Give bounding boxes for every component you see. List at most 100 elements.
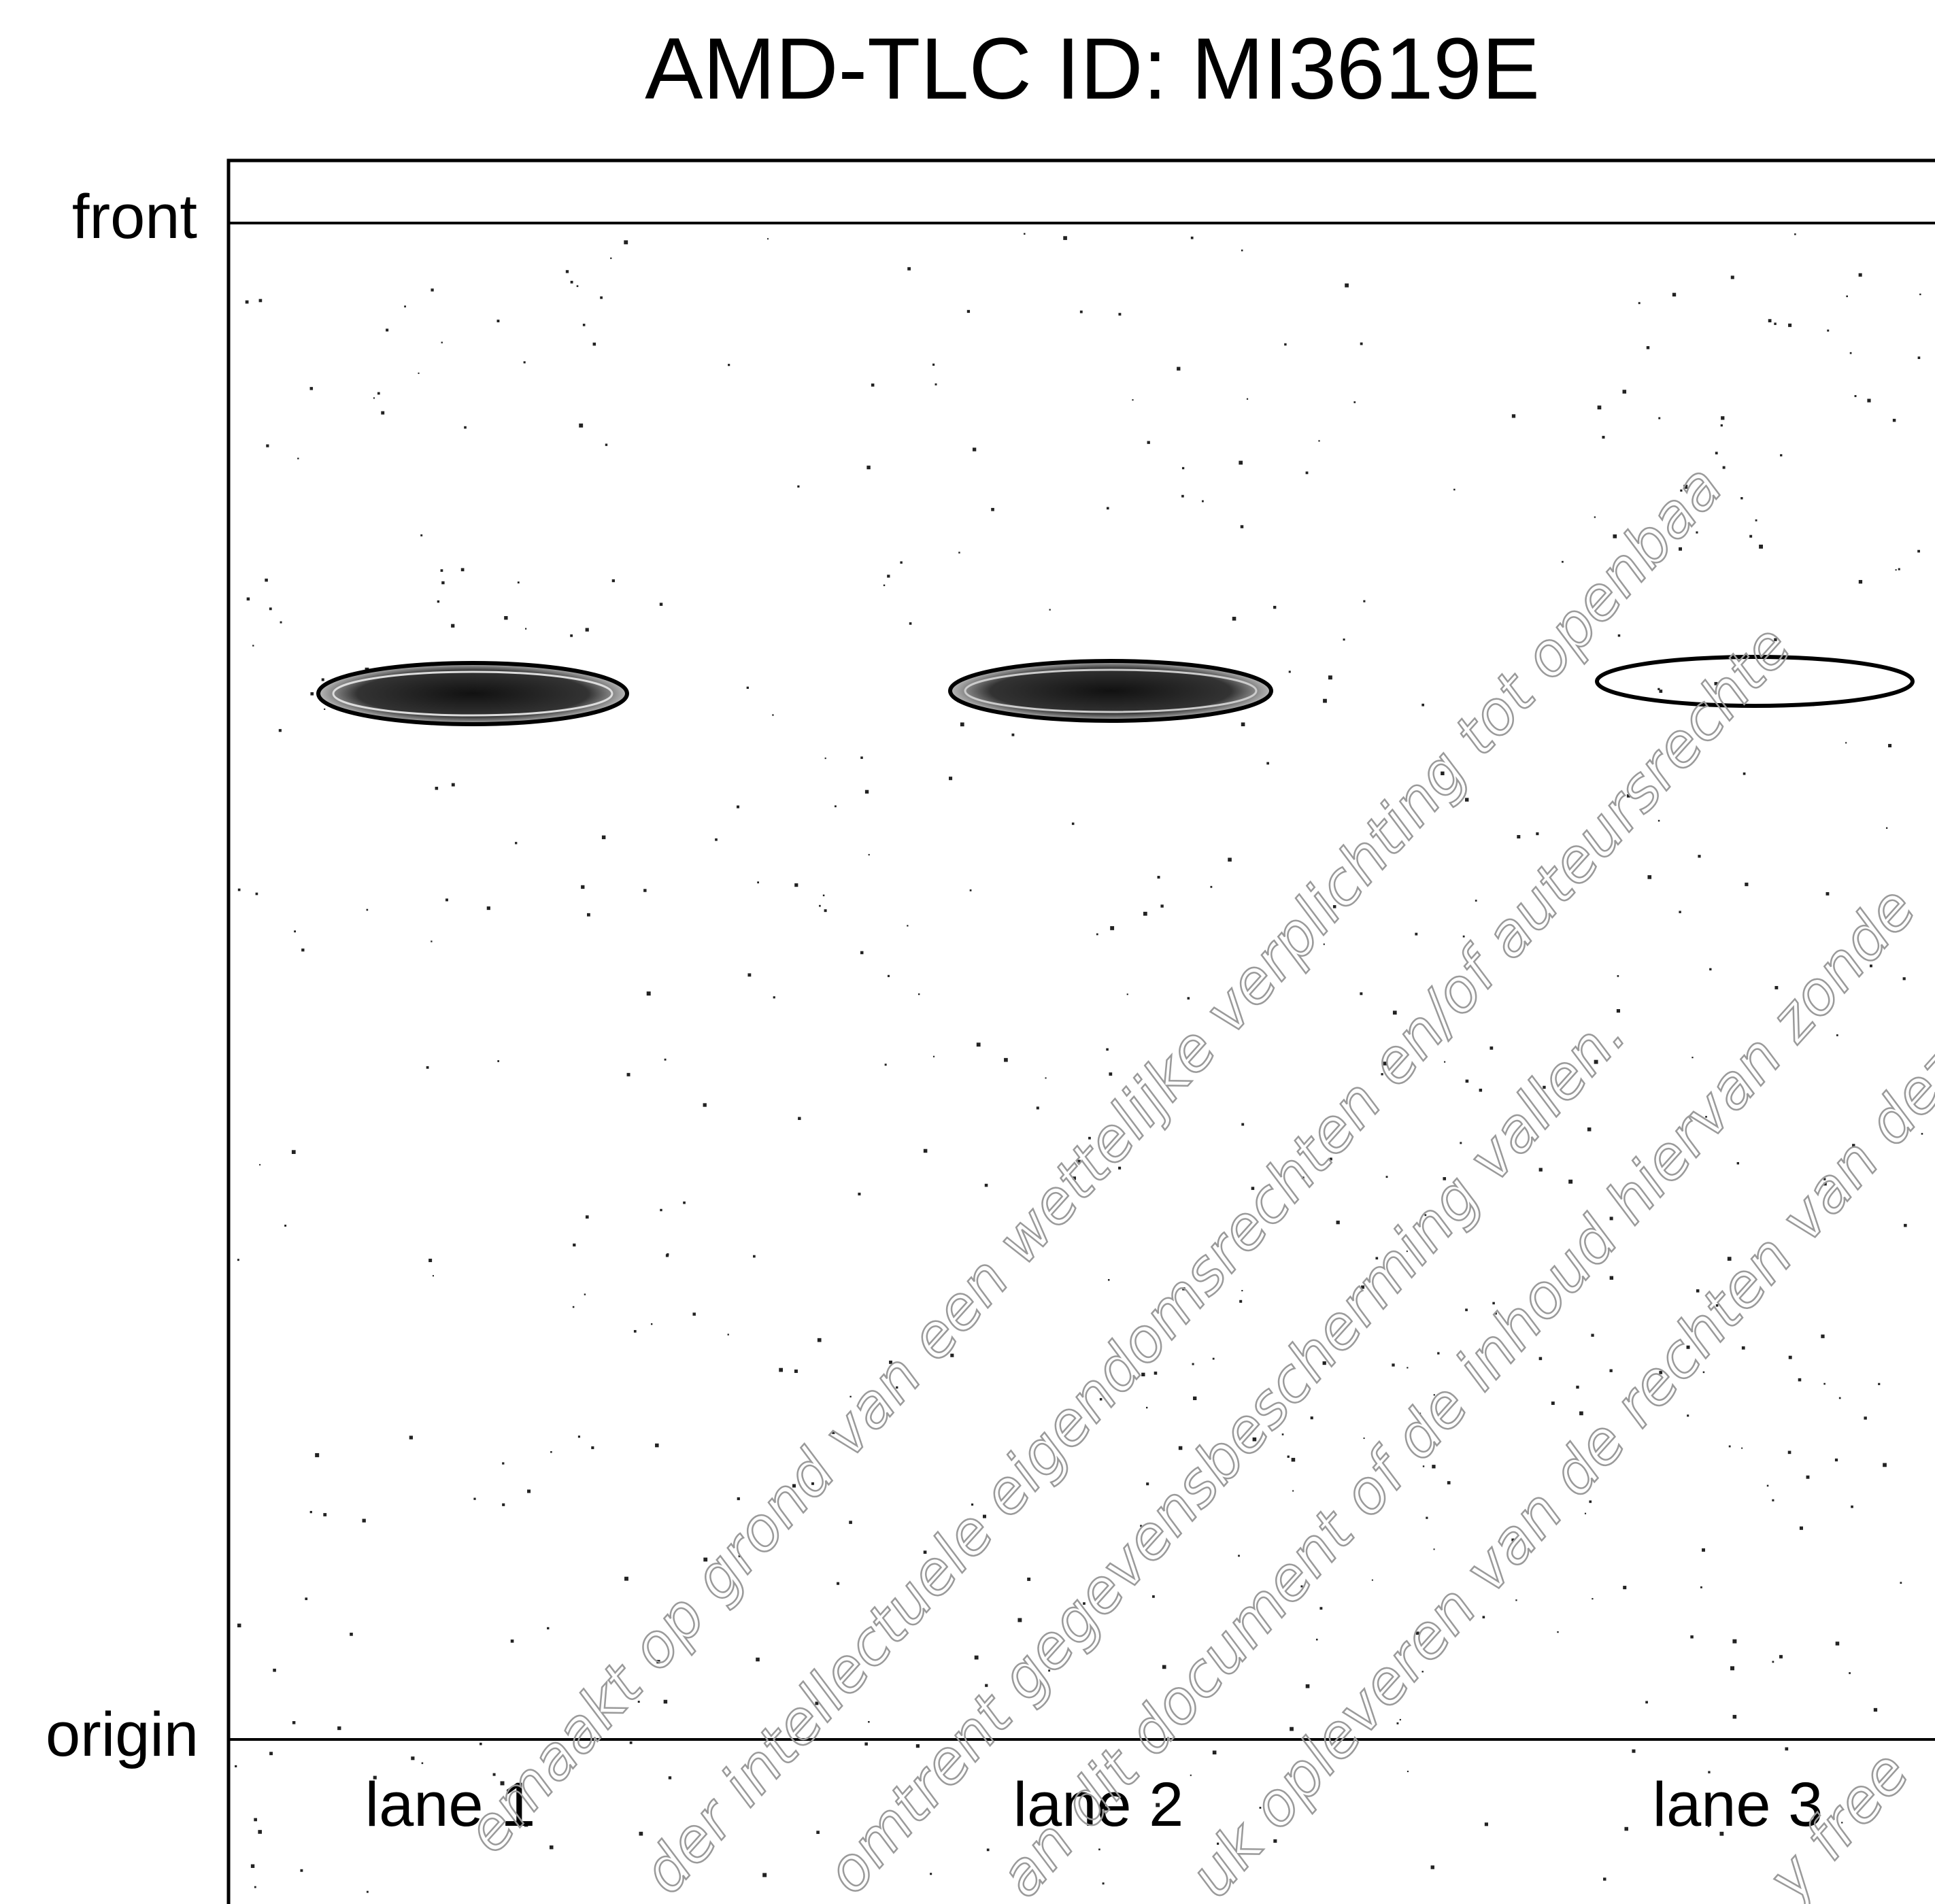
speckle (247, 598, 250, 600)
speckle (1431, 1865, 1434, 1869)
speckle (1658, 418, 1660, 420)
speckle (1788, 324, 1791, 327)
speckle (269, 1752, 273, 1755)
speckle (624, 1577, 628, 1581)
speckle (634, 1330, 637, 1333)
speckle (907, 925, 908, 926)
speckle (1730, 1666, 1734, 1670)
speckle (431, 940, 432, 942)
speckle (1867, 398, 1870, 402)
speckle (1239, 461, 1243, 465)
speckle (1479, 1089, 1482, 1091)
speckle (1798, 1378, 1802, 1382)
speckle (1594, 516, 1596, 517)
speckle (1306, 1684, 1310, 1688)
speckle (445, 898, 448, 901)
speckle (550, 1451, 552, 1453)
speckle (1228, 857, 1232, 862)
speckle (1444, 1061, 1445, 1063)
speckle (1886, 828, 1887, 829)
speckle (1210, 886, 1212, 888)
speckle (1539, 1357, 1543, 1361)
speckle (1836, 1642, 1840, 1646)
speckle (987, 1848, 990, 1851)
speckle (315, 1453, 319, 1457)
speckle (1721, 416, 1724, 420)
speckle (1103, 1882, 1105, 1884)
speckle (772, 714, 773, 715)
speckle (816, 1831, 820, 1834)
speckle (266, 444, 269, 447)
speckle (1539, 1168, 1543, 1172)
speckle (1562, 561, 1564, 563)
speckle (363, 1519, 366, 1523)
speckle (991, 508, 994, 511)
speckle (1004, 1058, 1008, 1062)
speckle (885, 1064, 887, 1066)
speckle (426, 1066, 429, 1069)
speckle (1072, 823, 1075, 826)
speckle (1241, 250, 1243, 252)
speckle (900, 561, 902, 563)
speckle (323, 1513, 326, 1516)
speckle (1146, 1407, 1147, 1408)
speckle (669, 1776, 671, 1779)
speckle (1647, 875, 1651, 879)
speckle (292, 1721, 295, 1724)
speckle (487, 906, 490, 910)
speckle (1732, 1639, 1736, 1644)
speckle (497, 320, 500, 322)
speckle (571, 281, 573, 284)
speckle (1864, 1416, 1866, 1419)
speckle (1336, 1221, 1340, 1224)
speckle (297, 458, 299, 459)
speckle (428, 1259, 432, 1262)
speckle (773, 996, 775, 998)
speckle (1617, 1009, 1620, 1013)
speckle (1202, 500, 1204, 503)
speckle (1774, 322, 1776, 324)
speckle (431, 288, 433, 291)
speckle (756, 1658, 760, 1662)
speckle (284, 1225, 286, 1227)
speckle (1485, 1822, 1488, 1826)
speckle (667, 1253, 669, 1255)
speckle (422, 1763, 424, 1765)
speckle (1587, 1127, 1592, 1132)
speckle (273, 1669, 276, 1672)
speckle (1266, 762, 1269, 765)
speckle (860, 951, 864, 955)
speckle (1515, 1599, 1517, 1601)
speckle (1883, 1463, 1887, 1467)
speckle (1618, 634, 1620, 636)
speckle (1893, 419, 1896, 422)
speckle (1118, 313, 1121, 316)
speckle (1772, 1499, 1774, 1501)
speckle (1190, 1775, 1192, 1776)
speckle (918, 993, 920, 995)
speckle (1900, 1582, 1902, 1584)
speckle (1874, 1708, 1877, 1712)
speckle (660, 602, 662, 605)
speckle (593, 343, 596, 346)
speckle (683, 1202, 686, 1204)
speckle (1623, 1586, 1626, 1589)
speckle (305, 1597, 307, 1600)
speckle (888, 975, 890, 977)
speckle (1146, 1482, 1149, 1485)
speckle (958, 551, 960, 553)
speckle (1592, 1598, 1593, 1599)
speckle (381, 411, 384, 415)
speckle (1743, 772, 1746, 775)
speckle (860, 757, 863, 760)
speckle (1213, 1750, 1217, 1754)
speckle (322, 679, 324, 681)
speckle (418, 373, 420, 374)
speckle (279, 729, 282, 732)
speckle (624, 240, 628, 244)
speckle (1453, 489, 1456, 491)
speckle (1557, 1631, 1558, 1633)
speckle (237, 1259, 239, 1261)
speckle (1192, 1363, 1194, 1365)
speckle (1407, 1771, 1409, 1772)
